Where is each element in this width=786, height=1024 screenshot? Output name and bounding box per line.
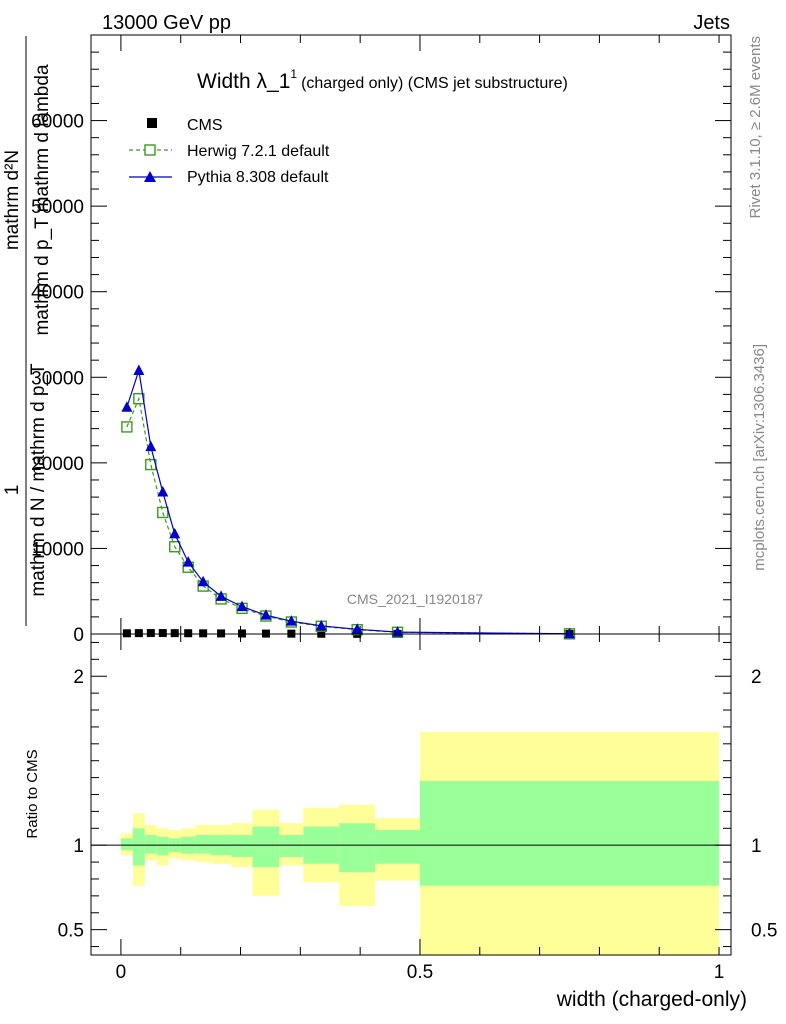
main-y-tick-label: 60000	[31, 112, 84, 133]
cms-data-point	[134, 629, 143, 638]
legend-label-pythia: Pythia 8.308 default	[187, 169, 329, 186]
y-label-top: mathrm d²N	[2, 150, 23, 250]
main-y-tick-label: 10000	[31, 539, 84, 560]
cms-data-point	[184, 629, 193, 638]
ratio-axis-ticks	[91, 634, 731, 955]
main-title: Width λ_11(charged only) (CMS jet substr…	[197, 67, 568, 93]
cms-data-point	[170, 629, 179, 638]
herwig-data-point	[169, 541, 181, 553]
pythia-data-point	[197, 575, 209, 587]
x-tick-label: 1	[714, 962, 725, 983]
ratio-band-inner	[375, 829, 420, 864]
ratio-band-inner	[195, 835, 211, 854]
legend: CMS Herwig 7.2.1 default Pythia 8.308 de…	[129, 117, 330, 186]
y-label-top-denominator: mathrm d p_T mathrm d lambda	[32, 64, 53, 335]
legend-marker-cms	[147, 118, 157, 128]
ratio-bands	[120, 731, 720, 955]
ratio-y-tick-label: 0.5	[58, 921, 84, 942]
main-y-tick-label: 30000	[31, 368, 84, 389]
ratio-y-tick-label-right: 0.5	[751, 921, 777, 942]
main-series	[121, 364, 576, 640]
ratio-band-inner	[144, 835, 157, 854]
main-y-tick-labels: 0 10000 20000 30000 40000 50000 60000	[31, 112, 84, 646]
ratio-panel: 0.5 0.51 12 2 0 0.5 1 Ratio to CMS width (cha…	[24, 633, 778, 1011]
rivet-version-label: Rivet 3.1.10, ≥ 2.6M events	[747, 36, 764, 219]
header-right-label: Jets	[693, 12, 730, 34]
legend-label-herwig: Herwig 7.2.1 default	[187, 143, 330, 160]
cms-data-point	[158, 629, 167, 638]
analysis-watermark: CMS_2021_I1920187	[347, 591, 483, 607]
main-panel: 0 10000 20000 30000 40000 50000 60000 Width λ_…	[2, 34, 732, 646]
main-y-axis-label: mathrm d²N mathrm d p_T mathrm d lambda …	[2, 36, 53, 626]
ratio-y-tick-label: 1	[73, 836, 84, 857]
main-y-tick-label: 0	[73, 625, 84, 646]
ratio-y-tick-label-right: 2	[751, 667, 762, 688]
ratio-y-tick-labels: 0.5 0.5 1 1 2 2	[58, 667, 778, 941]
pythia-data-point	[157, 485, 169, 497]
x-tick-label: 0.5	[407, 962, 433, 983]
ratio-y-tick-label-right: 1	[751, 836, 762, 857]
header-left-label: 13000 GeV pp	[102, 12, 231, 34]
y-label-numerator: 1	[2, 485, 23, 496]
ratio-band-inner	[419, 780, 720, 886]
ratio-band-inner	[252, 826, 280, 868]
pythia-data-point	[169, 527, 181, 539]
ratio-band-inner	[156, 836, 169, 856]
ratio-band-inner	[132, 828, 145, 866]
pythia-data-point	[351, 623, 363, 634]
ratio-band-inner	[120, 838, 133, 851]
pythia-data-point	[236, 600, 248, 612]
legend-label-cms: CMS	[187, 117, 223, 134]
pythia-data-point	[121, 401, 133, 412]
pythia-data-point	[145, 440, 157, 452]
x-tick-labels: 0 0.5 1	[116, 962, 725, 983]
ratio-y-axis-label: Ratio to CMS	[24, 749, 41, 838]
ratio-y-tick-label: 2	[73, 667, 84, 688]
main-y-tick-label: 40000	[31, 283, 84, 304]
legend-marker-pythia	[144, 171, 156, 182]
pythia-data-point	[133, 364, 145, 375]
legend-marker-herwig	[144, 144, 156, 156]
pythia-data-point	[215, 590, 227, 601]
cms-data-point	[122, 629, 131, 638]
cms-data-point	[146, 629, 155, 638]
cms-data-point	[238, 629, 247, 638]
main-y-tick-label: 50000	[31, 197, 84, 218]
pythia-data-point	[182, 556, 194, 567]
cms-data-point	[217, 629, 226, 638]
pythia-data-point	[285, 615, 297, 626]
x-axis-label: width (charged-only)	[556, 988, 747, 1011]
y-label-denominator: mathrm d N / mathrm d p_T	[28, 363, 49, 597]
herwig-data-point	[121, 421, 133, 433]
mcplots-label: mcplots.cern.ch [arXiv:1306.3436]	[751, 344, 768, 571]
pythia-data-point	[260, 609, 272, 620]
ratio-band-inner	[231, 835, 253, 858]
x-tick-label: 0	[116, 962, 127, 983]
main-y-tick-label: 20000	[31, 454, 84, 475]
herwig-data-point	[157, 506, 169, 519]
cms-data-point	[199, 629, 208, 638]
ratio-band-inner	[279, 835, 304, 858]
pythia-data-point	[564, 627, 576, 639]
ratio-band-inner	[339, 823, 376, 873]
pythia-data-point	[315, 619, 327, 631]
